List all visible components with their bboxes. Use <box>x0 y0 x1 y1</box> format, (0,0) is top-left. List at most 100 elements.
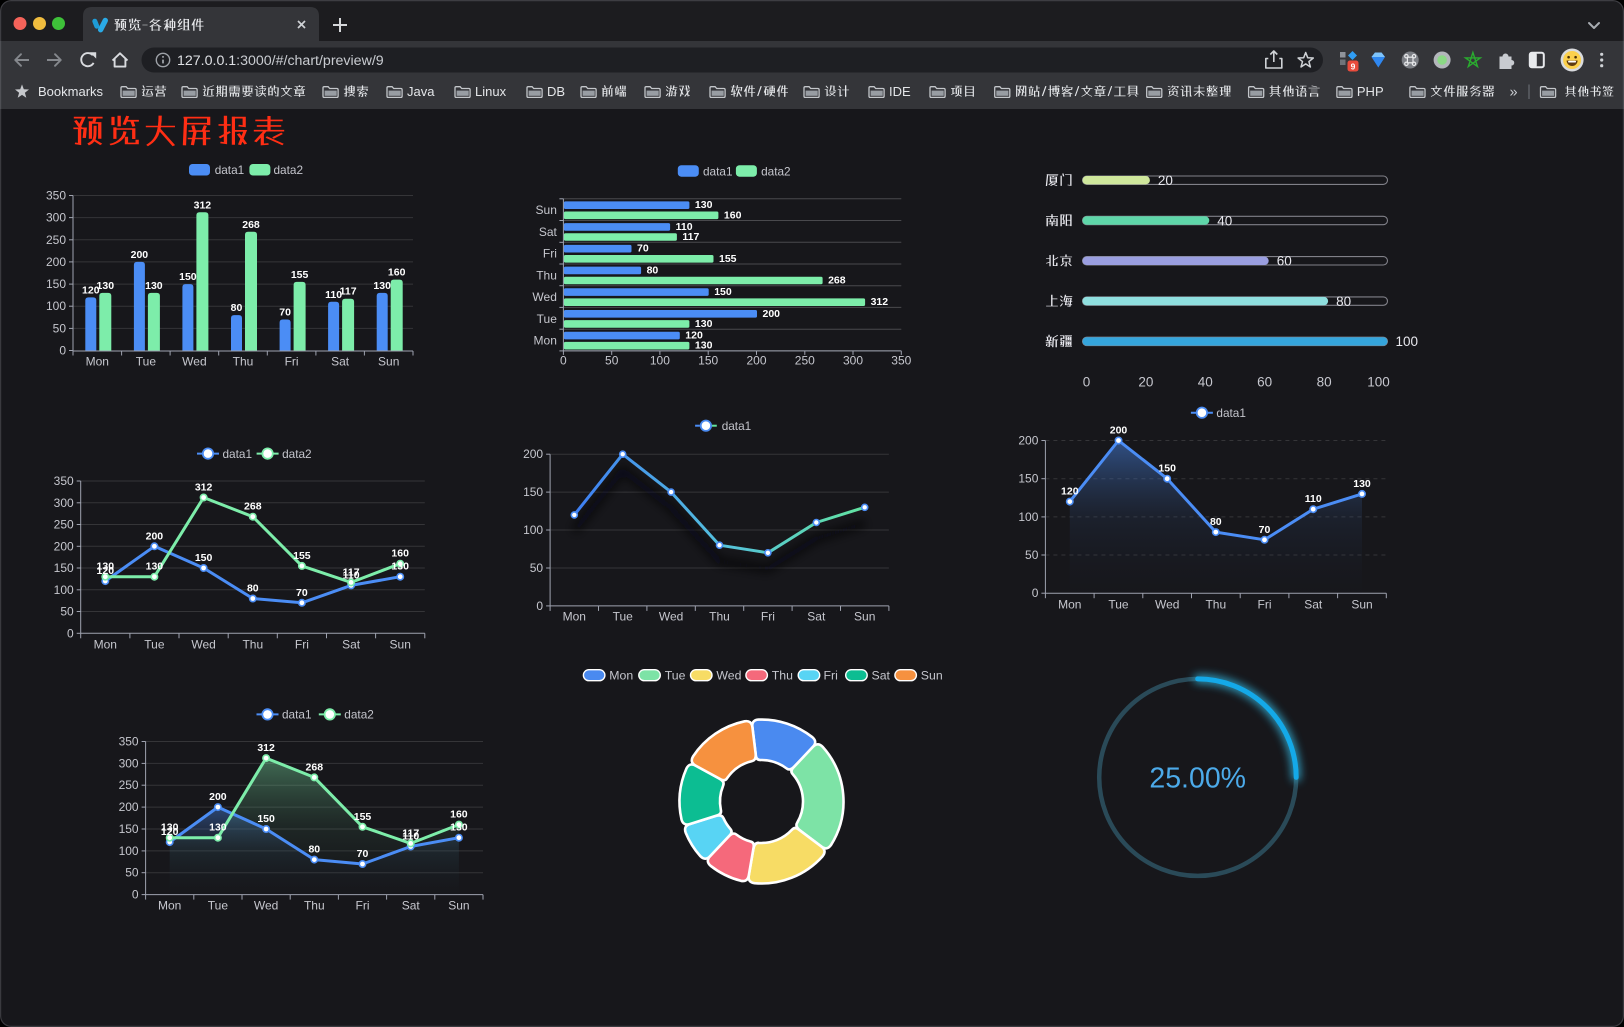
svg-text:data1: data1 <box>215 163 245 177</box>
svg-text:250: 250 <box>46 233 66 247</box>
svg-text:160: 160 <box>724 209 742 221</box>
svg-text:0: 0 <box>1083 374 1091 389</box>
svg-text:268: 268 <box>828 275 846 287</box>
svg-text:Mon: Mon <box>158 899 181 913</box>
svg-text:350: 350 <box>54 474 74 488</box>
svg-text:130: 130 <box>695 340 713 352</box>
svg-text:Wed: Wed <box>1155 598 1179 612</box>
svg-text:155: 155 <box>719 253 737 265</box>
svg-text:Mon: Mon <box>563 610 586 624</box>
svg-text:Mon: Mon <box>534 334 557 348</box>
svg-text:70: 70 <box>296 587 308 599</box>
svg-text:130: 130 <box>97 561 115 573</box>
svg-text:130: 130 <box>146 561 164 573</box>
svg-text:Tue: Tue <box>613 610 634 624</box>
svg-text:150: 150 <box>698 354 718 368</box>
svg-text:50: 50 <box>530 561 544 575</box>
svg-text:70: 70 <box>637 243 649 255</box>
svg-text:80: 80 <box>647 264 659 276</box>
svg-text:40: 40 <box>1198 374 1213 389</box>
svg-text:data1: data1 <box>223 447 253 461</box>
svg-text:130: 130 <box>373 280 391 292</box>
svg-text:200: 200 <box>1018 434 1038 448</box>
svg-text:110: 110 <box>1305 493 1322 505</box>
svg-text:200: 200 <box>46 255 66 269</box>
svg-text:80: 80 <box>308 844 320 856</box>
svg-text:150: 150 <box>523 485 543 499</box>
svg-text:40: 40 <box>1217 213 1232 228</box>
svg-text:60: 60 <box>1257 374 1272 389</box>
svg-text:Wed: Wed <box>659 610 683 624</box>
svg-text:Tue: Tue <box>665 669 686 683</box>
svg-text:130: 130 <box>209 822 227 834</box>
svg-text:50: 50 <box>53 321 67 335</box>
svg-text:20: 20 <box>1138 374 1153 389</box>
svg-text:50: 50 <box>60 605 74 619</box>
svg-text:Sat: Sat <box>342 638 361 652</box>
svg-text:117: 117 <box>682 231 699 243</box>
svg-text:200: 200 <box>146 530 164 542</box>
svg-text:150: 150 <box>257 813 275 825</box>
svg-text:120: 120 <box>1061 486 1079 498</box>
svg-text:data2: data2 <box>282 447 312 461</box>
svg-text:300: 300 <box>119 756 139 770</box>
svg-text:Sun: Sun <box>390 638 411 652</box>
svg-text:312: 312 <box>194 199 212 211</box>
svg-text:100: 100 <box>54 583 74 597</box>
svg-text:250: 250 <box>54 518 74 532</box>
svg-text:130: 130 <box>450 822 468 834</box>
svg-text:data2: data2 <box>274 163 304 177</box>
svg-text:Fri: Fri <box>295 638 309 652</box>
svg-text:120: 120 <box>97 565 115 577</box>
svg-text:Tue: Tue <box>537 312 558 326</box>
svg-text:Linux: Linux <box>475 84 507 99</box>
svg-text:80: 80 <box>1317 374 1332 389</box>
svg-text:Fri: Fri <box>1258 598 1272 612</box>
svg-text:312: 312 <box>871 296 889 308</box>
svg-text:130: 130 <box>97 280 115 292</box>
svg-text:160: 160 <box>388 267 406 279</box>
svg-text:Sat: Sat <box>402 899 421 913</box>
svg-text:Wed: Wed <box>191 638 215 652</box>
svg-text:20: 20 <box>1158 173 1173 188</box>
svg-text:155: 155 <box>291 269 309 281</box>
svg-text:70: 70 <box>1259 524 1271 536</box>
svg-text:117: 117 <box>402 827 419 839</box>
svg-text:160: 160 <box>450 809 468 821</box>
svg-text:25.00%: 25.00% <box>1149 762 1246 794</box>
svg-text:120: 120 <box>82 284 100 296</box>
svg-text:100: 100 <box>46 299 66 313</box>
svg-text:200: 200 <box>746 354 766 368</box>
svg-text:150: 150 <box>179 271 197 283</box>
svg-text:Sat: Sat <box>872 669 891 683</box>
svg-text:117: 117 <box>340 286 357 298</box>
svg-text:200: 200 <box>209 791 227 803</box>
svg-text:Tue: Tue <box>136 355 157 369</box>
svg-text:9: 9 <box>1351 62 1356 72</box>
svg-text:150: 150 <box>46 277 66 291</box>
svg-text:Fri: Fri <box>824 669 838 683</box>
svg-text:120: 120 <box>685 330 703 342</box>
svg-text:Fri: Fri <box>543 247 557 261</box>
svg-text:312: 312 <box>195 482 213 494</box>
svg-text:300: 300 <box>46 211 66 225</box>
svg-text:150: 150 <box>195 552 213 564</box>
svg-text:60: 60 <box>1277 254 1292 269</box>
svg-text:110: 110 <box>325 289 342 301</box>
svg-text:Thu: Thu <box>709 610 730 624</box>
svg-text:155: 155 <box>354 811 372 823</box>
svg-text:130: 130 <box>145 280 163 292</box>
svg-text:0: 0 <box>132 888 139 902</box>
svg-text:200: 200 <box>763 308 781 320</box>
svg-text:Wed: Wed <box>716 669 741 683</box>
svg-text:Wed: Wed <box>254 899 278 913</box>
svg-text:200: 200 <box>119 800 139 814</box>
svg-text:»: » <box>1510 85 1518 101</box>
svg-text:0: 0 <box>536 599 543 613</box>
svg-text:155: 155 <box>293 550 311 562</box>
svg-text:160: 160 <box>391 548 409 560</box>
svg-text:150: 150 <box>119 822 139 836</box>
svg-text:268: 268 <box>306 761 324 773</box>
svg-text:0: 0 <box>59 344 66 358</box>
svg-text:100: 100 <box>650 354 670 368</box>
